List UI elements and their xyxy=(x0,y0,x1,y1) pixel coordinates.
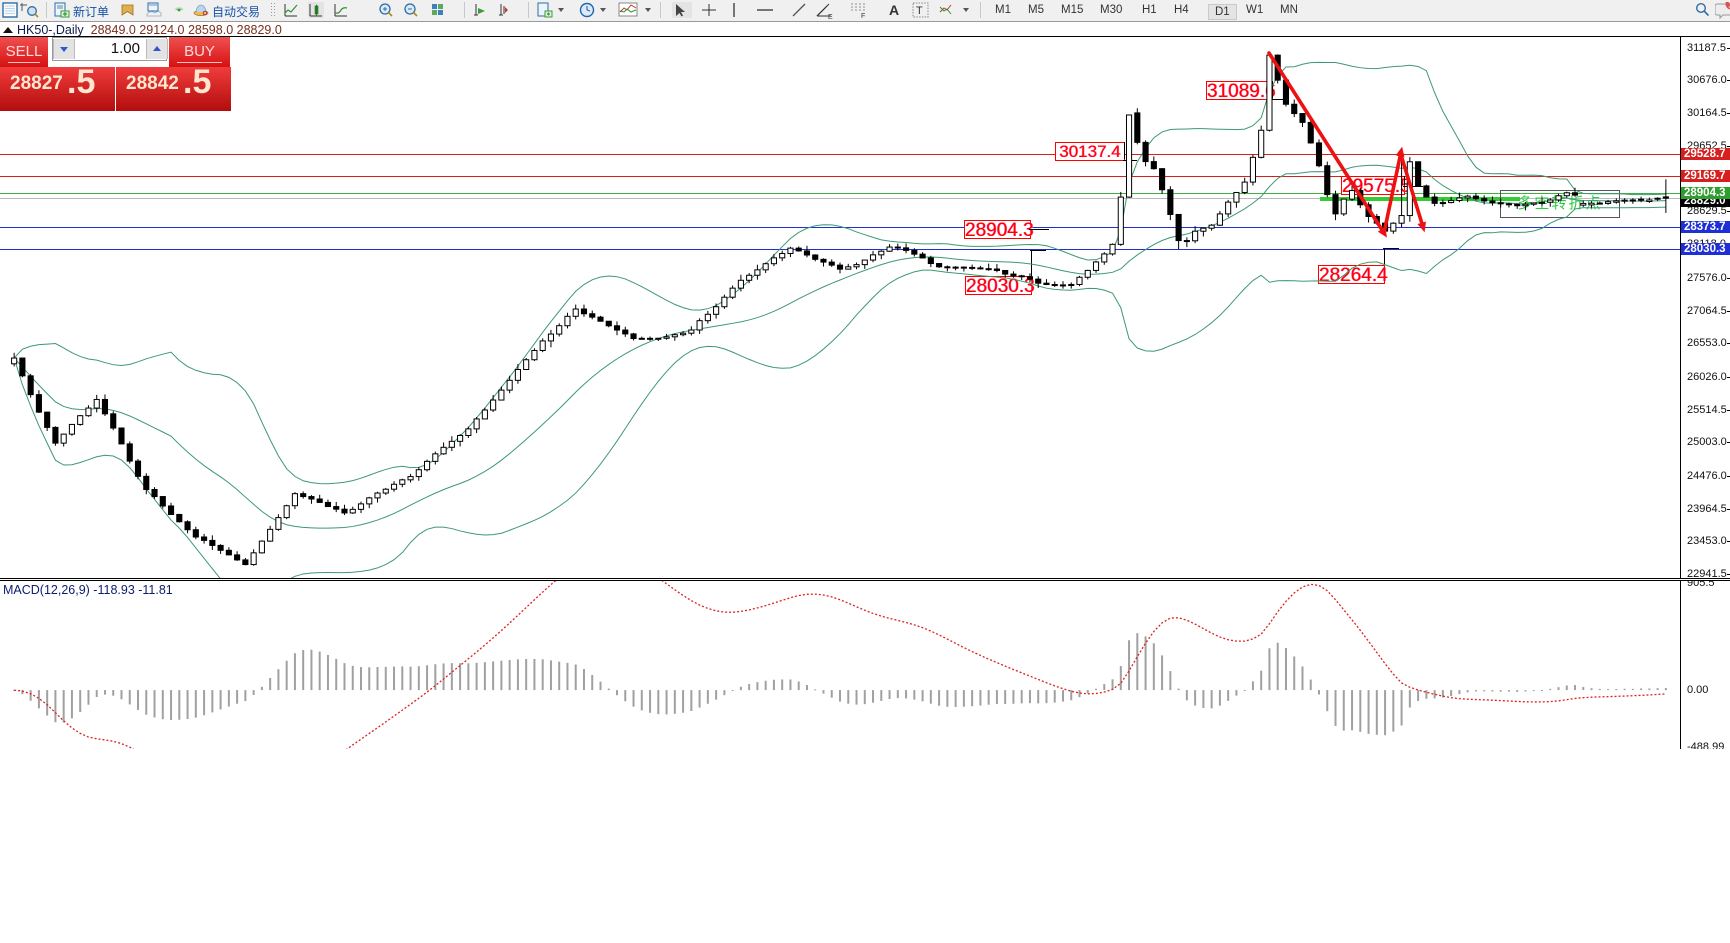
svg-text:T: T xyxy=(916,5,923,17)
svg-text:A: A xyxy=(889,2,899,18)
svg-text:E: E xyxy=(828,14,833,20)
svg-text:F: F xyxy=(861,13,865,20)
